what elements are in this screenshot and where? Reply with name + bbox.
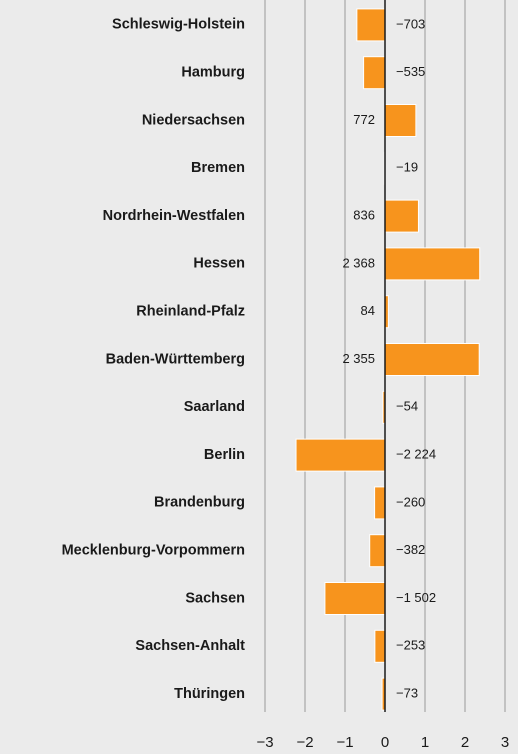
category-label: Hessen [193,256,245,272]
value-label: −260 [396,494,425,509]
value-label: −253 [396,638,425,653]
category-label: Berlin [204,447,245,463]
x-tick-label: 2 [461,734,469,751]
value-label: −2 224 [396,447,436,462]
category-label: Schleswig-Holstein [112,17,245,33]
category-label: Brandenburg [154,495,245,511]
value-label: −1 502 [396,590,436,605]
x-tick-label: −3 [256,734,273,751]
value-label: 772 [353,112,375,127]
category-label: Nordrhein-Westfalen [103,208,245,224]
value-label: −382 [396,542,425,557]
value-label: 2 368 [342,255,375,270]
value-label: 2 355 [342,351,375,366]
x-tick-label: 3 [501,734,509,751]
category-label: Sachsen-Anhalt [135,638,245,654]
bar [384,247,481,281]
value-label: −703 [396,16,425,31]
category-label: Sachsen [185,590,245,606]
value-label: −54 [396,399,418,414]
value-label: 836 [353,208,375,223]
category-label: Niedersachsen [142,112,245,128]
category-label: Baden-Württemberg [106,351,245,367]
category-label: Bremen [191,160,245,176]
bar [369,534,386,568]
category-label: Hamburg [181,65,245,81]
category-label: Mecklenburg-Vorpommern [62,543,245,559]
value-label: 84 [361,303,375,318]
value-label: −19 [396,160,418,175]
x-tick-label: 0 [381,734,389,751]
bar [374,486,386,520]
bar [356,8,386,42]
value-label: −73 [396,686,418,701]
category-label: Rheinland-Pfalz [136,304,245,320]
x-tick-label: −1 [336,734,353,751]
bar [363,56,386,90]
bar [374,629,386,663]
x-tick-label: 1 [421,734,429,751]
bar [384,104,417,137]
bar [384,343,480,376]
category-label: Thüringen [174,686,245,702]
value-label: −535 [396,64,425,79]
category-label: Saarland [184,399,245,415]
bar [295,438,386,472]
x-tick-label: −2 [296,734,313,751]
bar [384,199,419,233]
bar [324,582,386,615]
